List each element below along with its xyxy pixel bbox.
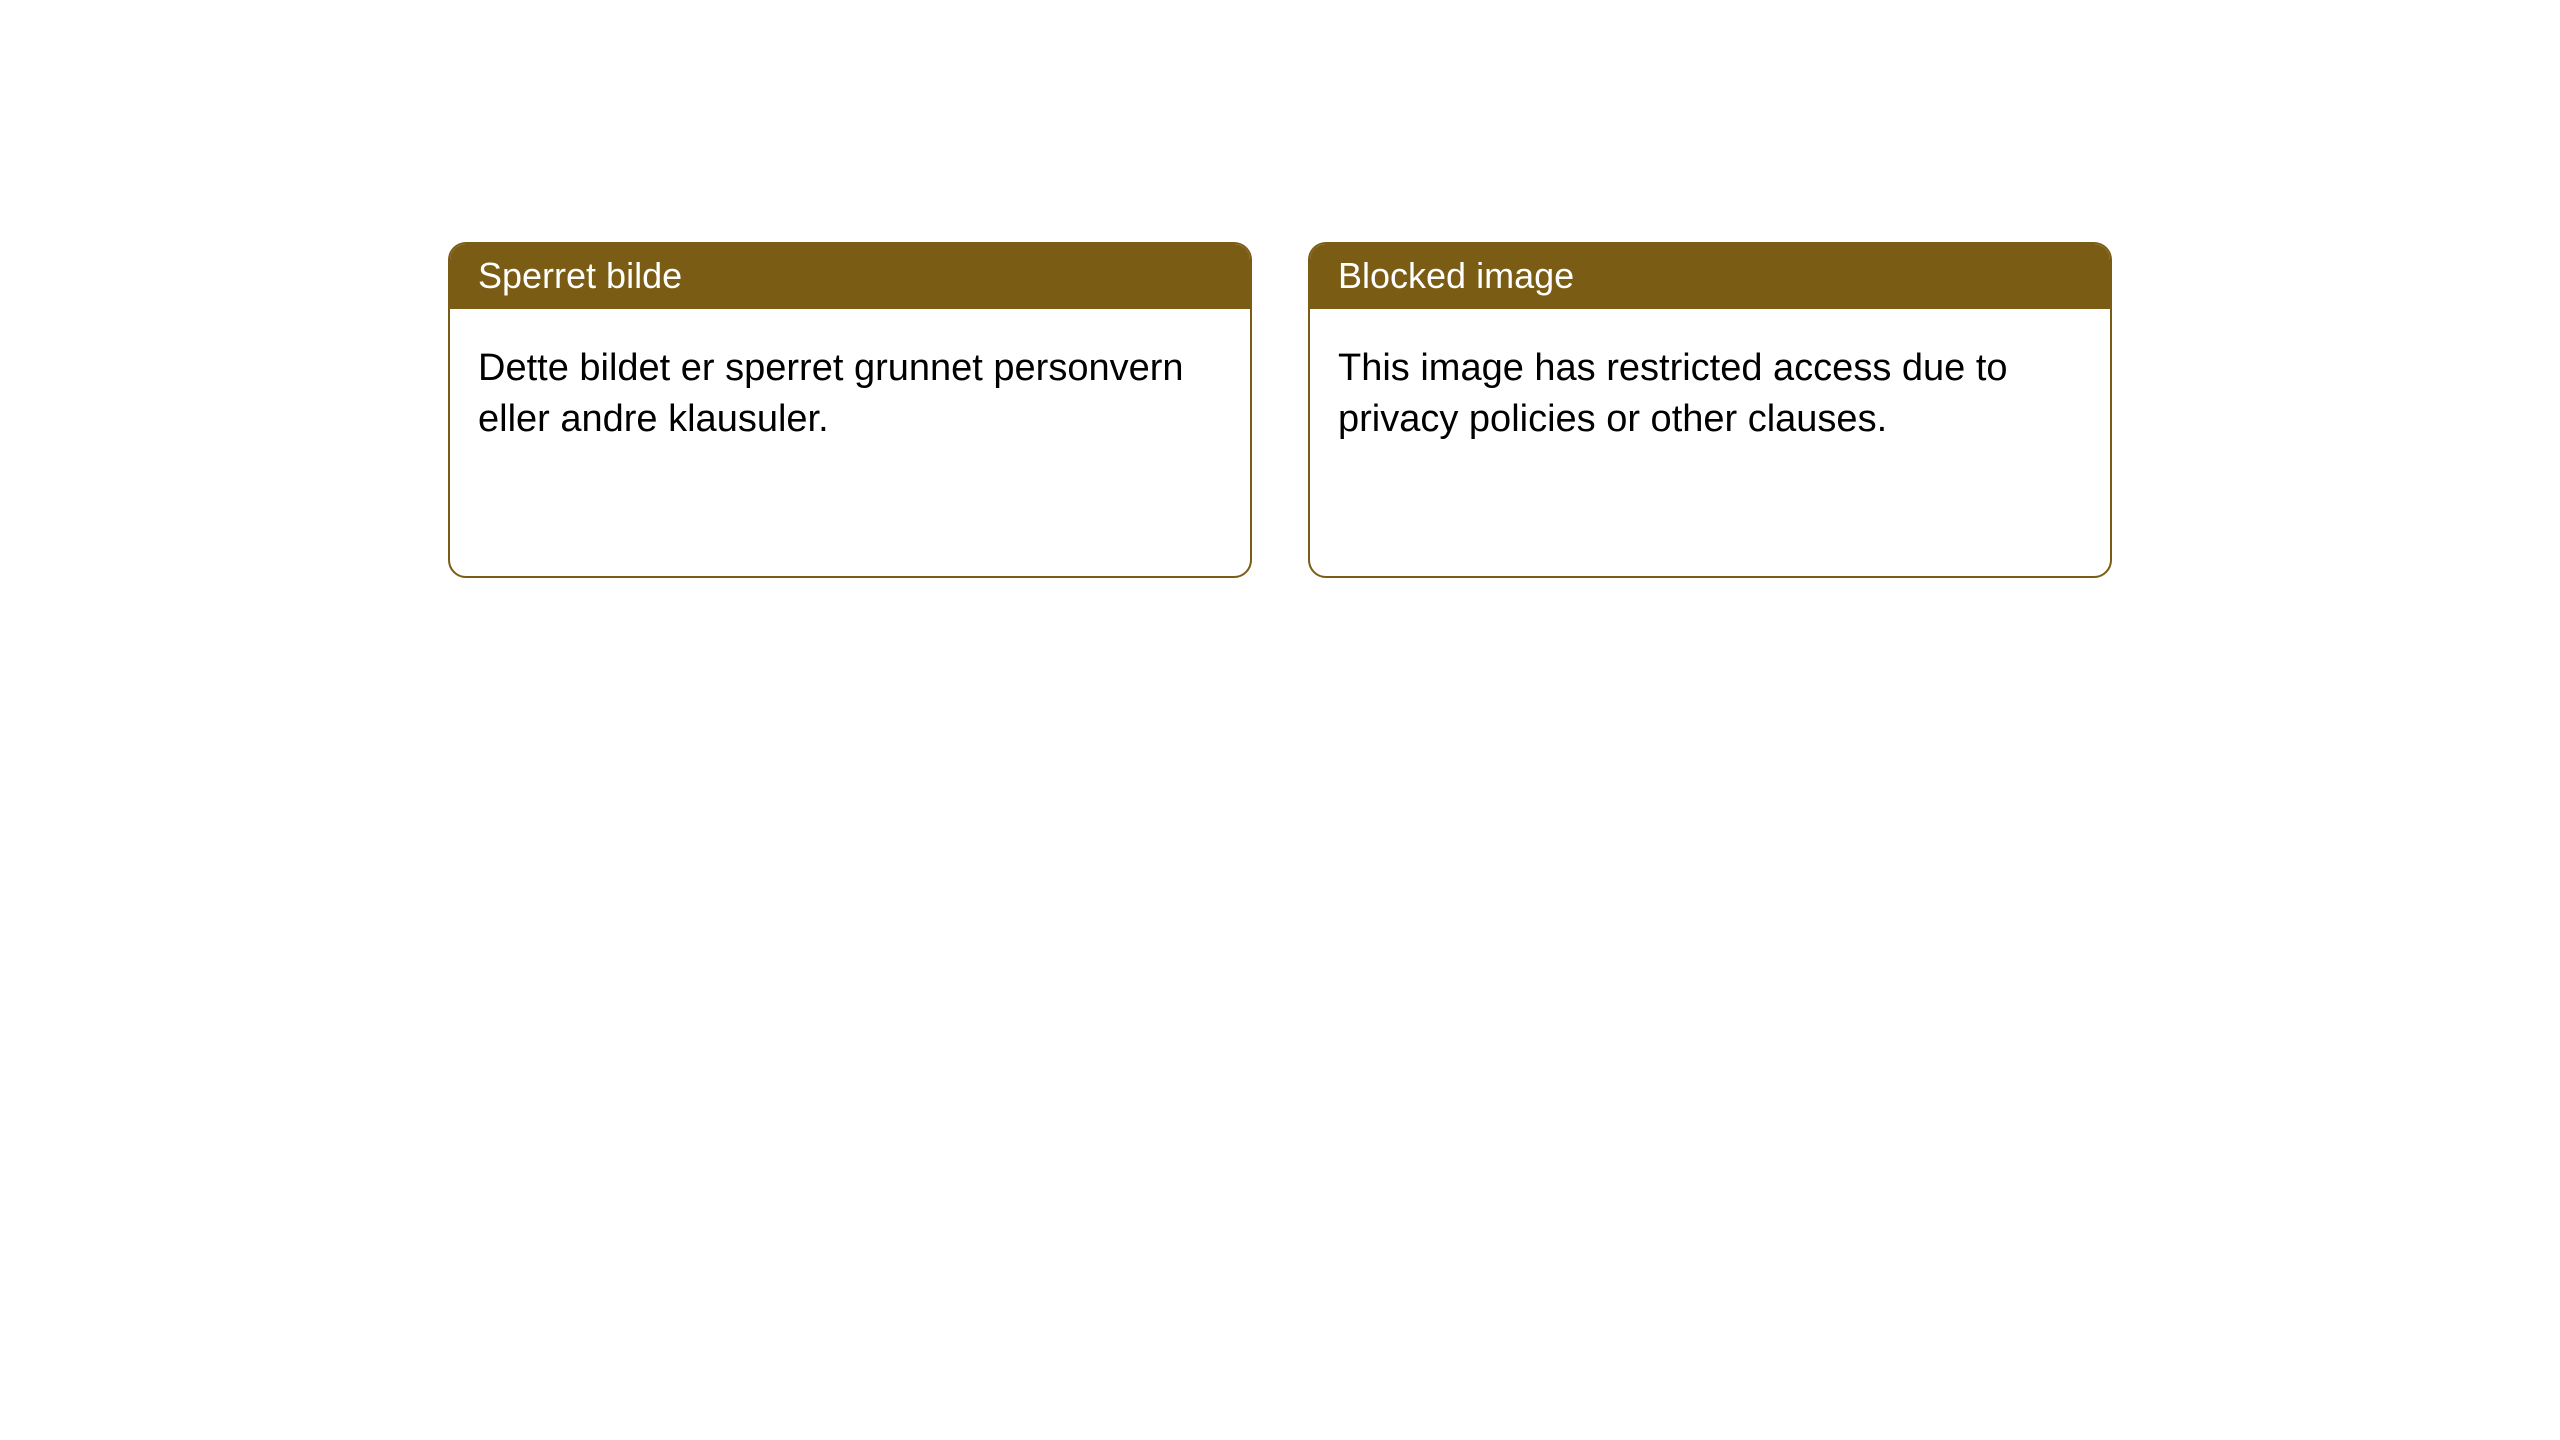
notices-container: Sperret bilde Dette bildet er sperret gr… bbox=[0, 0, 2560, 578]
notice-card-norwegian: Sperret bilde Dette bildet er sperret gr… bbox=[448, 242, 1252, 578]
notice-body: This image has restricted access due to … bbox=[1310, 309, 2110, 480]
notice-header: Sperret bilde bbox=[450, 244, 1250, 309]
notice-card-english: Blocked image This image has restricted … bbox=[1308, 242, 2112, 578]
notice-body: Dette bildet er sperret grunnet personve… bbox=[450, 309, 1250, 480]
notice-header: Blocked image bbox=[1310, 244, 2110, 309]
